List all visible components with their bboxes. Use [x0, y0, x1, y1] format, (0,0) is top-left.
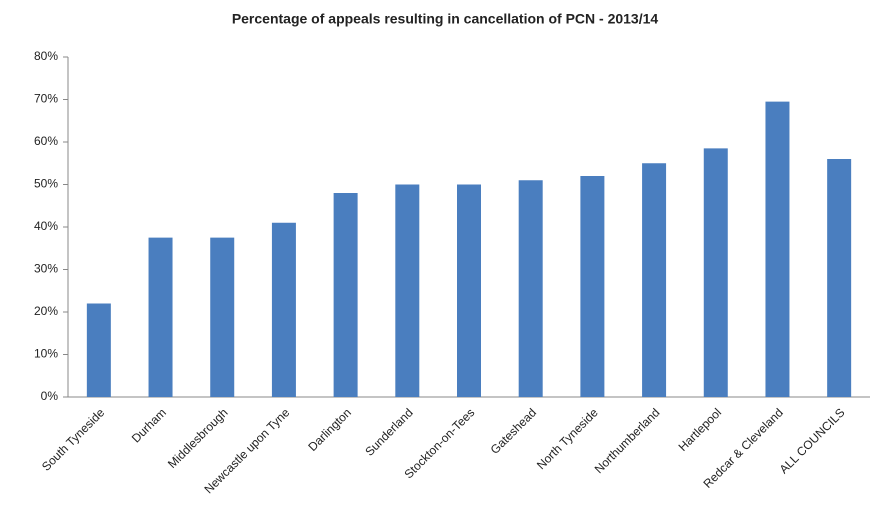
bar [271, 222, 296, 397]
bar [580, 176, 605, 397]
y-tick-label: 10% [34, 347, 58, 361]
y-tick-label: 30% [34, 262, 58, 276]
x-tick-label: Northumberland [592, 405, 663, 476]
y-tick-label: 0% [41, 389, 59, 403]
bar [642, 163, 667, 397]
bar [827, 159, 852, 397]
bar [457, 184, 481, 397]
y-tick-label: 20% [34, 304, 58, 318]
bar [210, 237, 235, 397]
chart-title: Percentage of appeals resulting in cance… [232, 11, 659, 27]
bar [333, 193, 358, 397]
bar [703, 148, 728, 397]
x-tick-label: Sunderland [362, 405, 415, 458]
x-tick-label: Gateshead [488, 405, 539, 456]
x-tick-label: Middlesbrough [165, 405, 231, 471]
x-tick-label: South Tyneside [39, 405, 107, 473]
x-tick-label: Darlington [305, 405, 354, 454]
x-tick-label: North Tyneside [534, 405, 601, 472]
bar [148, 237, 173, 397]
bar [765, 101, 790, 397]
y-tick-label: 80% [34, 49, 58, 63]
bar [395, 184, 420, 397]
bar [518, 180, 543, 397]
y-tick-label: 50% [34, 177, 58, 191]
y-tick-label: 60% [34, 134, 58, 148]
bar [86, 303, 111, 397]
x-tick-label: Durham [129, 405, 169, 445]
y-tick-label: 70% [34, 92, 58, 106]
x-tick-label: Hartlepool [676, 405, 725, 454]
x-tick-label: ALL COUNCILS [777, 405, 848, 476]
y-tick-label: 40% [34, 219, 58, 233]
